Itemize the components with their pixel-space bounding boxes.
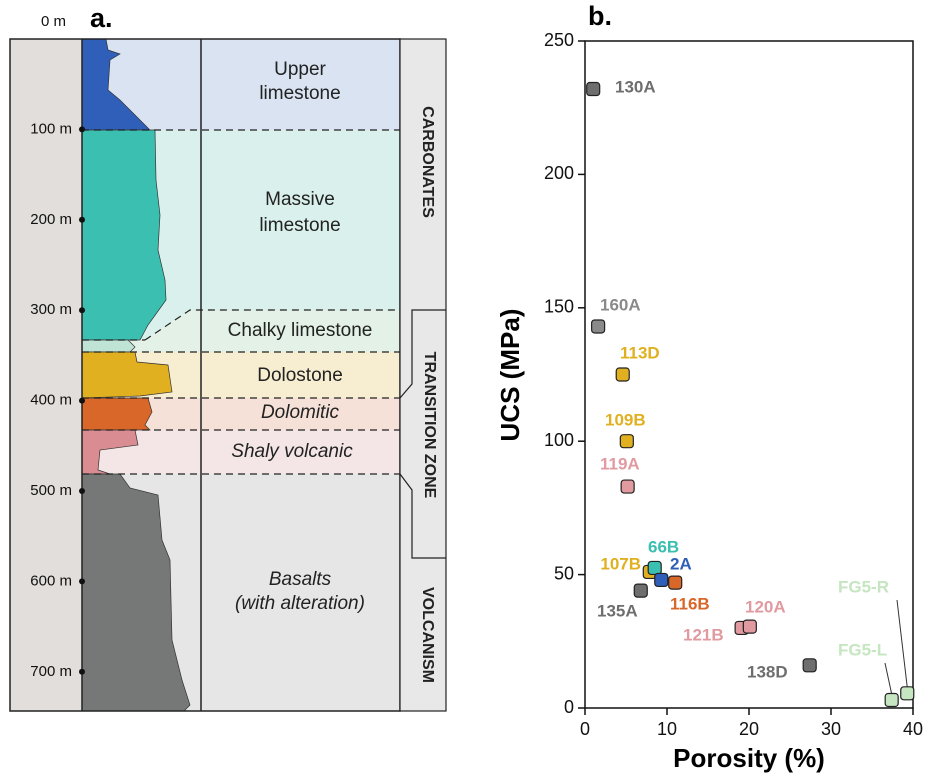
- x-tick-label: 40: [903, 719, 923, 739]
- point-label: 109B: [605, 410, 646, 429]
- data-point: [743, 620, 756, 633]
- data-point: [621, 480, 634, 493]
- point-label: 2A: [670, 554, 692, 573]
- zone-label: CARBONATES: [419, 106, 436, 218]
- unit-label: Shaly volcanic: [231, 441, 353, 462]
- data-point: [616, 368, 629, 381]
- panel-label: a.: [90, 3, 113, 33]
- y-tick-label: 100: [544, 430, 574, 450]
- x-tick-label: 30: [821, 719, 841, 739]
- y-tick-label: 150: [544, 297, 574, 317]
- data-point: [648, 561, 661, 574]
- depth-label: 200 m: [30, 211, 72, 228]
- point-label: FG5-L: [838, 640, 887, 659]
- unit-label: Chalky limestone: [228, 320, 373, 341]
- data-point: [620, 435, 633, 448]
- point-label: 130A: [615, 77, 656, 96]
- data-point: [901, 687, 914, 700]
- depth-dot: [79, 217, 85, 223]
- data-point: [803, 659, 816, 672]
- zone-label: VOLCANISM: [419, 587, 436, 683]
- point-label: 119A: [600, 454, 640, 473]
- profile: [82, 398, 152, 430]
- data-point: [655, 573, 668, 586]
- leader-line: [885, 663, 892, 694]
- leader-line: [897, 600, 907, 687]
- point-label: 116B: [670, 594, 710, 613]
- point-label: 113D: [620, 343, 660, 362]
- depth-band: [10, 39, 82, 711]
- unit-label: Dolomitic: [261, 402, 340, 423]
- depth-dot: [79, 669, 85, 675]
- depth-label: 100 m: [30, 120, 72, 137]
- data-point: [634, 584, 647, 597]
- depth-dot: [79, 126, 85, 132]
- depth-dot: [79, 578, 85, 584]
- x-tick-label: 10: [657, 719, 677, 739]
- point-label: 120A: [745, 597, 786, 616]
- point-label: 121B: [683, 625, 724, 644]
- data-point: [592, 320, 605, 333]
- depth-dot: [79, 398, 85, 404]
- data-point: [885, 693, 898, 706]
- figure: 0 m a. Upperlimestone Massivelimestone C…: [0, 0, 930, 778]
- profile: [82, 340, 135, 352]
- point-label: 107B: [600, 554, 641, 573]
- point-label: 135A: [597, 601, 638, 620]
- profile: [82, 130, 166, 340]
- unit-label: Dolostone: [257, 365, 343, 386]
- point-label: 138D: [747, 662, 788, 681]
- x-tick-label: 0: [580, 719, 590, 739]
- panel-label: b.: [588, 1, 612, 31]
- depth-label: 600 m: [30, 572, 72, 589]
- depth-label: 0 m: [41, 13, 66, 30]
- point-label: 160A: [600, 295, 641, 314]
- point-label: FG5-R: [838, 577, 889, 596]
- data-point: [587, 83, 600, 96]
- depth-label: 400 m: [30, 392, 72, 409]
- depth-label: 300 m: [30, 301, 72, 318]
- depth-label: 500 m: [30, 482, 72, 499]
- x-tick-label: 20: [739, 719, 759, 739]
- y-tick-label: 50: [554, 563, 574, 583]
- zone-label: TRANSITION ZONE: [421, 352, 438, 499]
- panel-b: b. Porosity (%) UCS (MPa) 0 50 100 150 200 250 0 1…: [495, 1, 923, 773]
- y-tick-label: 200: [544, 163, 574, 183]
- data-point: [669, 576, 682, 589]
- y-tick-label: 0: [564, 697, 574, 717]
- depth-label: 700 m: [30, 663, 72, 680]
- depth-dot: [79, 488, 85, 494]
- x-axis-label: Porosity (%): [673, 743, 825, 773]
- y-axis-label: UCS (MPa): [495, 309, 525, 442]
- y-tick-label: 250: [544, 30, 574, 50]
- depth-dot: [79, 307, 85, 313]
